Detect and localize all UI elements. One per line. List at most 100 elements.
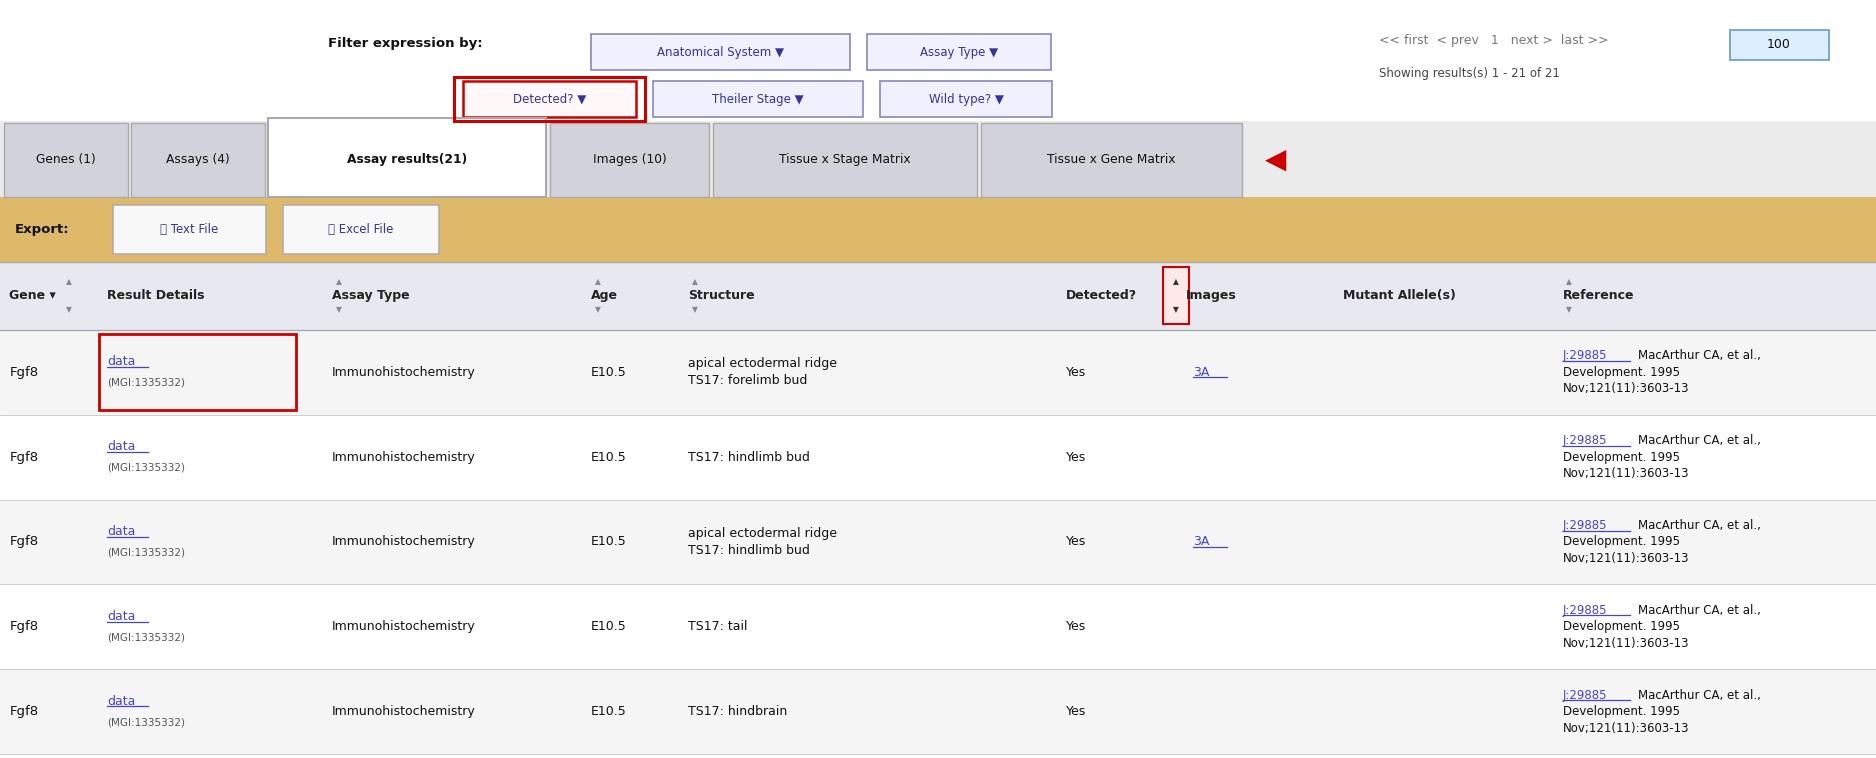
Text: Reference: Reference (1563, 289, 1634, 302)
Text: Theiler Stage ▼: Theiler Stage ▼ (713, 92, 803, 106)
Text: Yes: Yes (1066, 620, 1086, 634)
Text: ▲: ▲ (1172, 277, 1180, 287)
FancyBboxPatch shape (867, 34, 1051, 70)
Text: 3A: 3A (1193, 535, 1210, 549)
Text: Age: Age (591, 289, 617, 302)
FancyBboxPatch shape (591, 34, 850, 70)
Text: Development. 1995: Development. 1995 (1563, 620, 1679, 634)
Text: Yes: Yes (1066, 705, 1086, 719)
Text: ▼: ▼ (66, 305, 71, 314)
Text: TS17: hindlimb bud: TS17: hindlimb bud (688, 543, 810, 557)
Text: Fgf8: Fgf8 (9, 450, 39, 464)
Text: TS17: forelimb bud: TS17: forelimb bud (688, 374, 809, 387)
Text: Showing results(s) 1 - 21 of 21: Showing results(s) 1 - 21 of 21 (1379, 67, 1559, 80)
FancyBboxPatch shape (0, 121, 1876, 197)
Text: Result Details: Result Details (107, 289, 204, 302)
Text: Immunohistochemistry: Immunohistochemistry (332, 705, 477, 719)
Text: Immunohistochemistry: Immunohistochemistry (332, 450, 477, 464)
Text: J:29885: J:29885 (1563, 434, 1608, 447)
FancyBboxPatch shape (653, 81, 863, 117)
Text: Structure: Structure (688, 289, 756, 302)
FancyBboxPatch shape (0, 197, 1876, 262)
Text: Detected? ▼: Detected? ▼ (512, 92, 587, 106)
Text: Nov;121(11):3603-13: Nov;121(11):3603-13 (1563, 722, 1688, 735)
Text: ◀: ◀ (1264, 146, 1285, 173)
FancyBboxPatch shape (0, 584, 1876, 669)
Text: 📄 Text File: 📄 Text File (159, 223, 219, 236)
Text: Immunohistochemistry: Immunohistochemistry (332, 535, 477, 549)
Text: 100: 100 (1767, 38, 1790, 52)
Text: Assay Type ▼: Assay Type ▼ (919, 45, 998, 59)
Text: Tissue x Gene Matrix: Tissue x Gene Matrix (1047, 152, 1176, 166)
Text: data: data (107, 440, 135, 453)
Text: ▲: ▲ (692, 277, 698, 287)
Text: (MGI:1335332): (MGI:1335332) (107, 717, 186, 728)
Text: Mutant Allele(s): Mutant Allele(s) (1343, 289, 1456, 302)
Text: Yes: Yes (1066, 450, 1086, 464)
Text: (MGI:1335332): (MGI:1335332) (107, 462, 186, 473)
Text: apical ectodermal ridge: apical ectodermal ridge (688, 527, 837, 540)
Text: J:29885: J:29885 (1563, 349, 1608, 362)
FancyBboxPatch shape (1730, 30, 1829, 60)
Text: Detected?: Detected? (1066, 289, 1137, 302)
Text: J:29885: J:29885 (1563, 688, 1608, 702)
Text: E10.5: E10.5 (591, 620, 627, 634)
Text: Nov;121(11):3603-13: Nov;121(11):3603-13 (1563, 467, 1688, 481)
FancyBboxPatch shape (1163, 267, 1189, 324)
FancyBboxPatch shape (713, 123, 977, 197)
Text: data: data (107, 694, 135, 708)
Text: Anatomical System ▼: Anatomical System ▼ (657, 45, 784, 59)
Text: Assay Type: Assay Type (332, 289, 409, 302)
Text: Fgf8: Fgf8 (9, 705, 39, 719)
Text: E10.5: E10.5 (591, 705, 627, 719)
Text: Wild type? ▼: Wild type? ▼ (929, 92, 1004, 106)
Text: MacArthur CA, et al.,: MacArthur CA, et al., (1638, 688, 1760, 702)
Text: Development. 1995: Development. 1995 (1563, 365, 1679, 379)
Text: ▲: ▲ (66, 277, 71, 287)
Text: MacArthur CA, et al.,: MacArthur CA, et al., (1638, 349, 1760, 362)
Text: J:29885: J:29885 (1563, 518, 1608, 532)
Text: << first  < prev   1   next >  last >>: << first < prev 1 next > last >> (1379, 33, 1608, 47)
Text: Immunohistochemistry: Immunohistochemistry (332, 620, 477, 634)
Text: MacArthur CA, et al.,: MacArthur CA, et al., (1638, 603, 1760, 617)
Text: ▼: ▼ (692, 305, 698, 314)
Text: MacArthur CA, et al.,: MacArthur CA, et al., (1638, 518, 1760, 532)
Text: Fgf8: Fgf8 (9, 620, 39, 634)
FancyBboxPatch shape (0, 500, 1876, 584)
Text: (MGI:1335332): (MGI:1335332) (107, 632, 186, 643)
FancyBboxPatch shape (463, 81, 636, 117)
Text: ▼: ▼ (1566, 305, 1572, 314)
Text: E10.5: E10.5 (591, 535, 627, 549)
Text: Development. 1995: Development. 1995 (1563, 535, 1679, 549)
Text: ▲: ▲ (1566, 277, 1572, 287)
Text: E10.5: E10.5 (591, 450, 627, 464)
Text: Assays (4): Assays (4) (167, 152, 229, 166)
FancyBboxPatch shape (4, 123, 128, 197)
Text: TS17: hindlimb bud: TS17: hindlimb bud (688, 450, 810, 464)
Text: Fgf8: Fgf8 (9, 365, 39, 379)
Text: MacArthur CA, et al.,: MacArthur CA, et al., (1638, 434, 1760, 447)
Text: Nov;121(11):3603-13: Nov;121(11):3603-13 (1563, 552, 1688, 565)
Text: Immunohistochemistry: Immunohistochemistry (332, 365, 477, 379)
Text: data: data (107, 609, 135, 623)
Text: Images: Images (1186, 289, 1236, 302)
FancyBboxPatch shape (981, 123, 1242, 197)
Text: E10.5: E10.5 (591, 365, 627, 379)
Text: ▲: ▲ (336, 277, 341, 287)
FancyBboxPatch shape (0, 330, 1876, 415)
FancyBboxPatch shape (131, 123, 265, 197)
Text: Images (10): Images (10) (593, 152, 666, 166)
Text: ▼: ▼ (336, 305, 341, 314)
Text: Genes (1): Genes (1) (36, 152, 96, 166)
Text: Nov;121(11):3603-13: Nov;121(11):3603-13 (1563, 382, 1688, 396)
Text: Yes: Yes (1066, 535, 1086, 549)
FancyBboxPatch shape (880, 81, 1052, 117)
Text: Filter expression by:: Filter expression by: (328, 37, 482, 51)
Text: 3A: 3A (1193, 365, 1210, 379)
Text: (MGI:1335332): (MGI:1335332) (107, 547, 186, 558)
Text: ▼: ▼ (595, 305, 600, 314)
Text: Nov;121(11):3603-13: Nov;121(11):3603-13 (1563, 637, 1688, 650)
Text: apical ectodermal ridge: apical ectodermal ridge (688, 357, 837, 371)
Text: Tissue x Stage Matrix: Tissue x Stage Matrix (779, 152, 912, 166)
Text: J:29885: J:29885 (1563, 603, 1608, 617)
